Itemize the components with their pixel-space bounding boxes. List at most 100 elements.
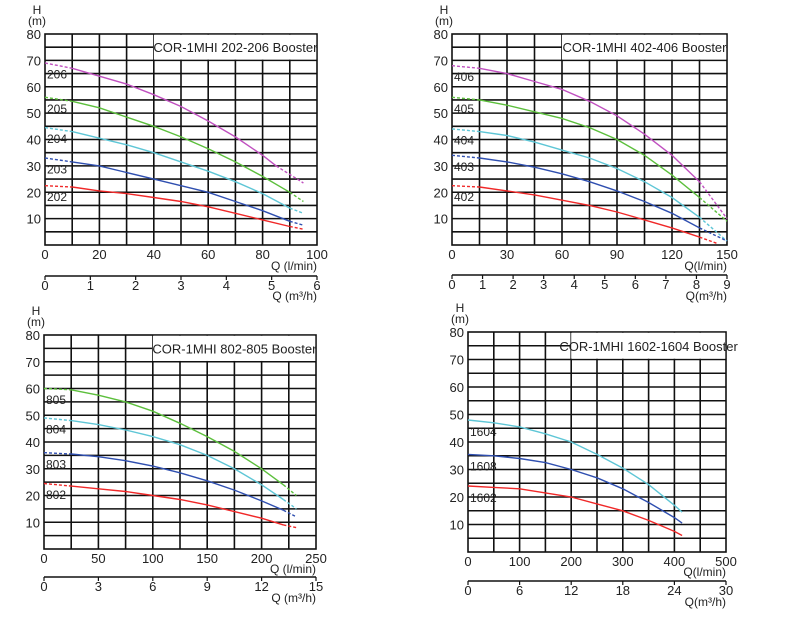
x-tick-label: 90 [610, 247, 624, 262]
chart-title: COR-1MHI 802-805 Booster [152, 341, 317, 356]
curve-dashed-end [289, 220, 304, 226]
series-205: 205 [44, 96, 304, 203]
curve-line [467, 453, 683, 524]
secondary-tick-label: 0 [41, 278, 48, 293]
secondary-tick-label: 6 [632, 277, 639, 292]
series-202: 202 [44, 185, 304, 230]
curve-line [72, 67, 277, 167]
series-label: 404 [454, 134, 474, 148]
secondary-tick-label: 2 [509, 277, 516, 292]
y-tick-label: 70 [26, 355, 40, 370]
x-tick-label: 100 [509, 554, 531, 569]
title-box [562, 34, 727, 60]
x-tick-label: 100 [142, 551, 164, 566]
x-tick-label: 100 [306, 247, 328, 262]
secondary-tick-label: 3 [177, 278, 184, 293]
y-axis-label: H [32, 304, 41, 318]
grid [468, 332, 726, 552]
curve-line [467, 485, 683, 537]
x-axis-label: Q (l/min) [271, 259, 317, 273]
curve-dashed-end [699, 236, 719, 245]
x-tick-label: 300 [612, 554, 634, 569]
curve-line [479, 186, 700, 238]
secondary-tick-label: 0 [464, 583, 471, 598]
secondary-tick-label: 0 [448, 277, 455, 292]
plot-frame [467, 331, 727, 553]
y-tick-label: 70 [27, 53, 41, 68]
series-803: 803 [43, 452, 297, 518]
series-label: 206 [47, 68, 67, 82]
chart-title: COR-1MHI 402-406 Booster [562, 40, 727, 55]
curve-dashed-start [43, 387, 72, 391]
curve-dashed-end [699, 216, 728, 242]
series-802: 802 [43, 482, 297, 529]
series-804: 804 [43, 417, 297, 510]
curve-line [71, 485, 284, 526]
y-tick-label: 60 [434, 80, 448, 95]
y-tick-label: 20 [450, 490, 464, 505]
secondary-tick-label: 3 [95, 579, 102, 594]
curve-line [479, 67, 700, 183]
y-axis-unit: (m) [435, 14, 453, 28]
x-tick-label: 60 [201, 247, 215, 262]
x-tick-label: 20 [92, 247, 106, 262]
series-203: 203 [44, 157, 304, 226]
y-tick-label: 50 [434, 106, 448, 121]
y-axis-unit: (m) [28, 14, 46, 28]
y-axis-label: H [440, 3, 449, 17]
series-label: 405 [454, 102, 474, 116]
series-label: 406 [454, 70, 474, 84]
curve-dashed-start [451, 128, 480, 133]
y-tick-label: 30 [450, 463, 464, 478]
y-tick-label: 40 [434, 133, 448, 148]
x-tick-label: 0 [41, 247, 48, 262]
series-805: 805 [43, 387, 297, 497]
series-label: 805 [46, 393, 66, 407]
series-label: 803 [46, 457, 66, 471]
curve-dashed-end [283, 524, 297, 529]
y-axis-label: H [33, 3, 42, 17]
curve-dashed-end [282, 498, 297, 510]
y-tick-label: 40 [26, 435, 40, 450]
secondary-tick-label: 6 [516, 583, 523, 598]
x-tick-label: 400 [664, 554, 686, 569]
curve-dashed-end [289, 225, 304, 230]
series-404: 404 [451, 128, 728, 242]
curve-line [479, 157, 700, 229]
y-tick-label: 50 [450, 408, 464, 423]
series-label: 203 [47, 163, 67, 177]
secondary-tick-label: 15 [309, 579, 323, 594]
curve-line [71, 389, 284, 486]
curve-dashed-start [43, 417, 72, 422]
y-axis-label: H [456, 301, 465, 315]
y-tick-label: 30 [26, 462, 40, 477]
secondary-tick-label: 30 [719, 583, 733, 598]
series-1608: 1608 [467, 453, 683, 524]
curve-dashed-end [289, 191, 304, 203]
secondary-tick-label: 12 [564, 583, 578, 598]
y-axis-unit: (m) [27, 315, 45, 329]
secondary-tick-label: 9 [204, 579, 211, 594]
x-tick-label: 0 [464, 554, 471, 569]
curve-dashed-end [283, 509, 297, 518]
y-tick-label: 80 [434, 27, 448, 42]
secondary-tick-label: 6 [313, 278, 320, 293]
curve-line [479, 130, 700, 218]
series-402: 402 [451, 185, 719, 245]
secondary-tick-label: 3 [540, 277, 547, 292]
chart-title: COR-1MHI 202-206 Booster [153, 40, 318, 55]
y-tick-label: 20 [26, 489, 40, 504]
curve-line [71, 453, 284, 511]
y-tick-label: 10 [450, 518, 464, 533]
curve-dashed-start [451, 185, 480, 188]
x-tick-label: 50 [91, 551, 105, 566]
series-label: 802 [46, 488, 66, 502]
secondary-tick-label: 2 [132, 278, 139, 293]
curve-line [71, 419, 284, 501]
x-axis-label: Q(l/min) [684, 259, 727, 273]
x-tick-label: 200 [251, 551, 273, 566]
secondary-tick-label: 6 [149, 579, 156, 594]
curve-line [72, 130, 291, 209]
y-tick-label: 60 [450, 380, 464, 395]
